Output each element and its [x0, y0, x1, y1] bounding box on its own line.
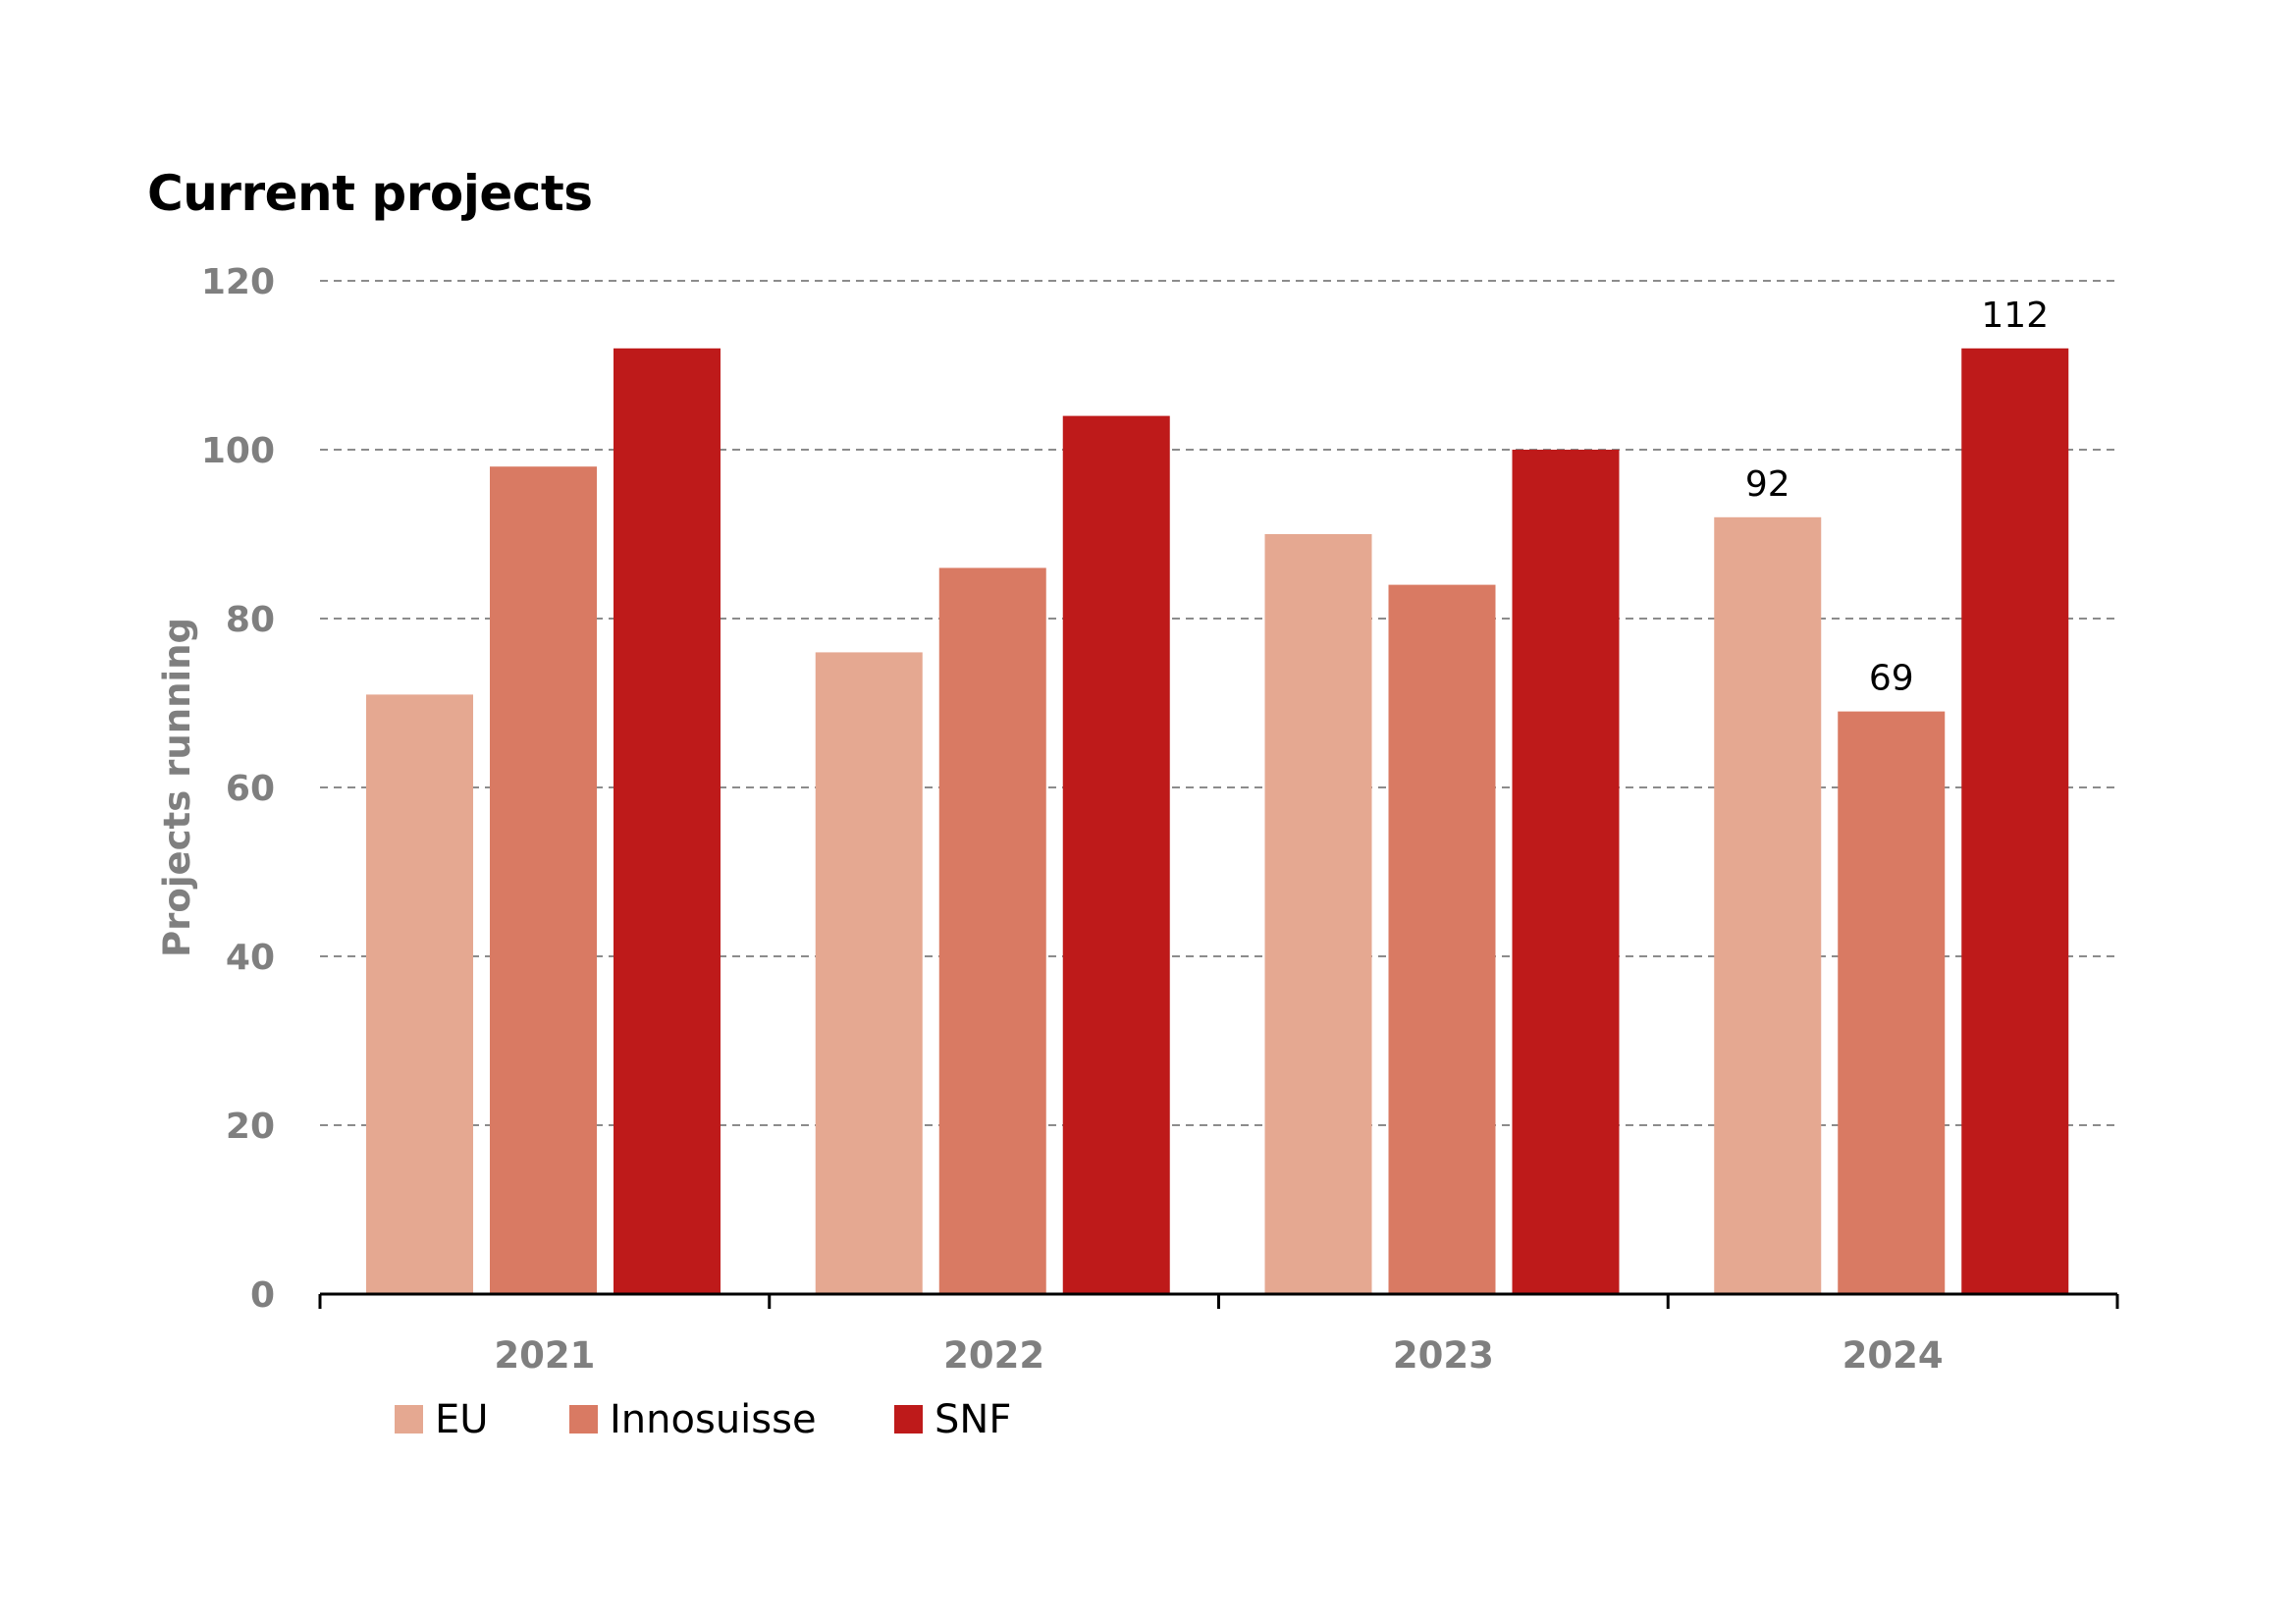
- y-tick-label: 60: [226, 769, 275, 809]
- x-tick-label: 2022: [943, 1334, 1044, 1377]
- legend-label-eu: EU: [435, 1397, 489, 1442]
- bars: [366, 348, 2069, 1295]
- bar-snf-2022: [1062, 415, 1170, 1295]
- data-label: 92: [1745, 464, 1790, 505]
- legend-swatch-eu: [395, 1405, 423, 1434]
- bar-innosuisse-2024: [1838, 711, 1946, 1294]
- bar-eu-2022: [815, 652, 923, 1294]
- y-tick-label: 20: [226, 1107, 275, 1147]
- bar-eu-2021: [366, 694, 473, 1294]
- bar-snf-2021: [614, 348, 721, 1294]
- data-label: 112: [1981, 296, 2049, 336]
- x-tick-label: 2023: [1393, 1334, 1494, 1377]
- y-tick-label: 120: [201, 262, 275, 302]
- legend-label-innosuisse: Innosuisse: [610, 1397, 817, 1442]
- legend: EU Innosuisse SNF: [395, 1397, 1011, 1442]
- bar-snf-2023: [1512, 450, 1620, 1294]
- bar-innosuisse-2021: [490, 466, 597, 1294]
- data-label: 69: [1869, 659, 1914, 699]
- chart-title: Current projects: [147, 165, 593, 222]
- y-axis-label: Projects running: [156, 618, 198, 957]
- bar-innosuisse-2022: [938, 568, 1046, 1294]
- x-tick-label: 2021: [494, 1334, 595, 1377]
- bar-eu-2024: [1714, 516, 1822, 1294]
- y-tick-label: 100: [201, 431, 275, 471]
- y-tick-label: 40: [226, 938, 275, 978]
- axes: 0 20 40 60 80 100 120 2021 2022 2023 2024: [201, 262, 2119, 1377]
- bar-eu-2023: [1264, 534, 1372, 1294]
- gridlines: [320, 280, 2117, 1126]
- legend-swatch-innosuisse: [569, 1405, 598, 1434]
- legend-swatch-snf: [894, 1405, 923, 1434]
- legend-label-snf: SNF: [934, 1397, 1011, 1442]
- x-tick-label: 2024: [1842, 1334, 1944, 1377]
- bar-innosuisse-2023: [1388, 584, 1496, 1294]
- y-tick-label: 80: [226, 600, 275, 640]
- y-tick-label: 0: [250, 1275, 275, 1316]
- bar-snf-2024: [1961, 348, 2069, 1294]
- data-labels: 92 69 112: [1745, 296, 2049, 699]
